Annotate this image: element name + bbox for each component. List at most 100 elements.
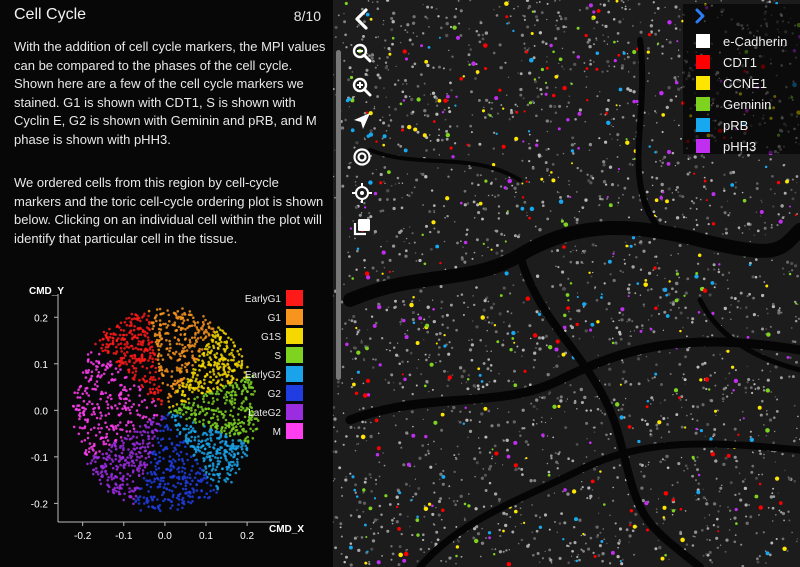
data-point[interactable]	[149, 346, 152, 349]
data-point[interactable]	[195, 387, 199, 390]
data-point[interactable]	[244, 430, 248, 433]
data-point[interactable]	[146, 420, 149, 424]
data-point[interactable]	[230, 358, 233, 362]
data-point[interactable]	[222, 386, 226, 390]
data-point[interactable]	[197, 331, 200, 334]
data-point[interactable]	[165, 467, 169, 471]
data-point[interactable]	[225, 344, 229, 348]
data-point[interactable]	[224, 434, 228, 437]
data-point[interactable]	[189, 501, 193, 505]
data-point[interactable]	[137, 333, 140, 337]
data-point[interactable]	[133, 334, 137, 337]
data-point[interactable]	[219, 456, 223, 460]
data-point[interactable]	[158, 319, 162, 322]
data-point[interactable]	[228, 448, 232, 451]
data-point[interactable]	[125, 333, 128, 337]
data-point[interactable]	[176, 468, 179, 471]
data-point[interactable]	[151, 349, 155, 352]
data-point[interactable]	[114, 352, 118, 355]
data-point[interactable]	[181, 400, 184, 403]
data-point[interactable]	[111, 466, 115, 470]
data-point[interactable]	[188, 310, 192, 313]
data-point[interactable]	[143, 502, 146, 505]
data-point[interactable]	[151, 397, 155, 401]
data-point[interactable]	[175, 452, 179, 455]
data-point[interactable]	[154, 358, 158, 361]
data-point[interactable]	[184, 445, 187, 449]
data-point[interactable]	[240, 392, 244, 396]
data-point[interactable]	[233, 344, 236, 347]
data-point[interactable]	[202, 361, 205, 364]
data-point[interactable]	[152, 375, 155, 379]
data-point[interactable]	[231, 442, 235, 446]
data-point[interactable]	[218, 338, 222, 342]
data-point[interactable]	[221, 373, 224, 377]
data-point[interactable]	[198, 420, 201, 423]
data-point[interactable]	[125, 323, 129, 327]
data-point[interactable]	[225, 466, 229, 469]
data-point[interactable]	[157, 352, 161, 356]
data-point[interactable]	[240, 363, 244, 367]
data-point[interactable]	[192, 371, 195, 374]
data-point[interactable]	[224, 332, 227, 336]
data-point[interactable]	[133, 375, 136, 379]
data-point[interactable]	[124, 401, 128, 405]
data-point[interactable]	[176, 508, 179, 511]
data-point[interactable]	[188, 476, 192, 480]
data-point[interactable]	[154, 465, 157, 468]
data-point[interactable]	[206, 453, 209, 456]
data-point[interactable]	[133, 430, 136, 433]
data-point[interactable]	[193, 438, 196, 442]
data-point[interactable]	[227, 466, 231, 469]
data-point[interactable]	[232, 444, 236, 448]
data-point[interactable]	[187, 431, 191, 435]
data-point[interactable]	[251, 411, 255, 414]
data-point[interactable]	[174, 419, 177, 422]
data-point[interactable]	[156, 476, 159, 480]
data-point[interactable]	[230, 390, 233, 394]
data-point[interactable]	[243, 415, 247, 419]
data-point[interactable]	[209, 424, 213, 428]
data-point[interactable]	[221, 329, 224, 333]
data-point[interactable]	[221, 412, 224, 416]
data-point[interactable]	[129, 344, 133, 348]
data-point[interactable]	[181, 506, 184, 510]
data-point[interactable]	[211, 478, 215, 482]
data-point[interactable]	[131, 480, 135, 483]
data-point[interactable]	[166, 309, 169, 312]
data-point[interactable]	[199, 381, 202, 384]
data-point[interactable]	[186, 318, 189, 322]
data-point[interactable]	[240, 455, 244, 459]
data-point[interactable]	[229, 460, 233, 464]
data-point[interactable]	[234, 425, 238, 428]
data-point[interactable]	[169, 465, 172, 468]
data-point[interactable]	[216, 486, 219, 489]
data-point[interactable]	[218, 344, 222, 347]
data-point[interactable]	[119, 328, 123, 332]
data-point[interactable]	[147, 490, 150, 493]
data-point[interactable]	[191, 390, 194, 394]
data-point[interactable]	[108, 443, 111, 446]
data-point[interactable]	[121, 336, 124, 340]
data-point[interactable]	[108, 454, 111, 457]
data-point[interactable]	[199, 364, 203, 368]
data-point[interactable]	[231, 348, 234, 352]
data-point[interactable]	[183, 471, 187, 475]
data-point[interactable]	[242, 429, 245, 433]
data-point[interactable]	[234, 429, 238, 432]
data-point[interactable]	[218, 452, 222, 455]
data-point[interactable]	[186, 458, 189, 462]
data-point[interactable]	[171, 495, 175, 499]
data-point[interactable]	[156, 391, 160, 394]
data-point[interactable]	[183, 467, 187, 470]
data-point[interactable]	[157, 348, 161, 352]
data-point[interactable]	[195, 489, 199, 492]
data-point[interactable]	[174, 460, 177, 463]
data-point[interactable]	[236, 452, 240, 456]
data-point[interactable]	[148, 328, 152, 332]
data-point[interactable]	[178, 369, 182, 373]
data-point[interactable]	[78, 411, 82, 415]
data-point[interactable]	[185, 363, 189, 366]
data-point[interactable]	[191, 421, 195, 424]
data-point[interactable]	[193, 476, 197, 480]
